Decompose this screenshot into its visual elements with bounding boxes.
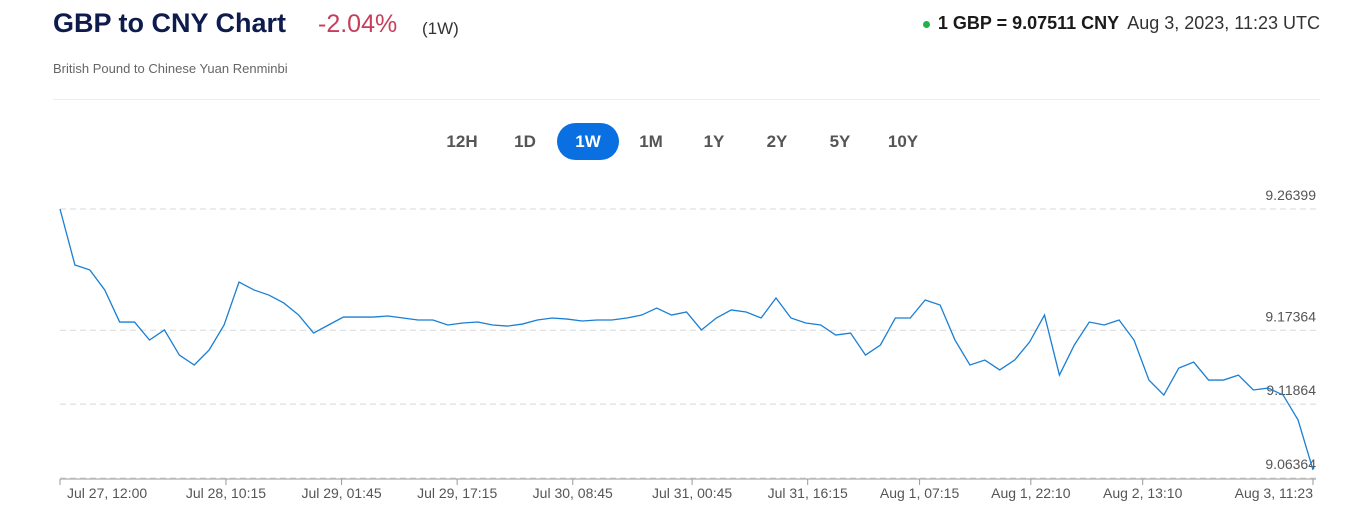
title: GBP to CNY Chart [53,8,287,38]
x-tick-label: Jul 27, 12:00 [67,485,147,501]
subtitle: British Pound to Chinese Yuan Renminbi [53,61,288,76]
range-selector: 12H 1D 1W 1M 1Y 2Y 5Y 10Y [431,123,935,160]
x-tick-label: Jul 29, 01:45 [301,485,381,501]
live-dot [922,20,930,28]
range-button[interactable]: 5Y [829,132,851,151]
y-tick-label: 9.17364 [1265,308,1316,324]
y-tick-label: 9.11864 [1266,382,1316,398]
range-button[interactable]: 12H [446,132,478,151]
x-tick-label: Jul 29, 17:15 [417,485,497,501]
x-tick-label: Aug 1, 07:15 [880,485,960,501]
range-button[interactable]: 1D [514,132,536,151]
rate-box: 1 GBP = 9.07511 CNY Aug 3, 2023, 11:23 UT… [922,13,1320,34]
timestamp: Aug 3, 2023, 11:23 UTC [1127,13,1320,33]
y-tick-label: 9.26399 [1265,187,1316,203]
y-tick-label: 9.06364 [1265,456,1316,472]
range-button[interactable]: 10Y [887,132,919,151]
x-tick-label: Aug 2, 13:10 [1103,485,1183,501]
change: -2.04% [318,10,398,38]
x-tick-label: Jul 30, 08:45 [533,485,613,501]
x-tick-label: Aug 1, 22:10 [991,485,1071,501]
rate: 1 GBP = 9.07511 CNY [937,13,1120,33]
x-tick-label: Aug 3, 11:23 [1235,485,1314,501]
x-tick-label: Jul 28, 10:15 [186,485,266,501]
period: (1W) [422,19,459,38]
divider [53,99,1320,100]
x-tick-label: Jul 31, 16:15 [768,485,848,501]
price-line [59,208,1314,471]
range-button[interactable]: 1M [639,132,663,151]
range-button[interactable]: 2Y [766,132,788,151]
range-button[interactable]: 1Y [703,132,725,151]
range-button[interactable]: 1W [557,123,619,160]
x-tick-label: Jul 31, 00:45 [652,485,732,501]
